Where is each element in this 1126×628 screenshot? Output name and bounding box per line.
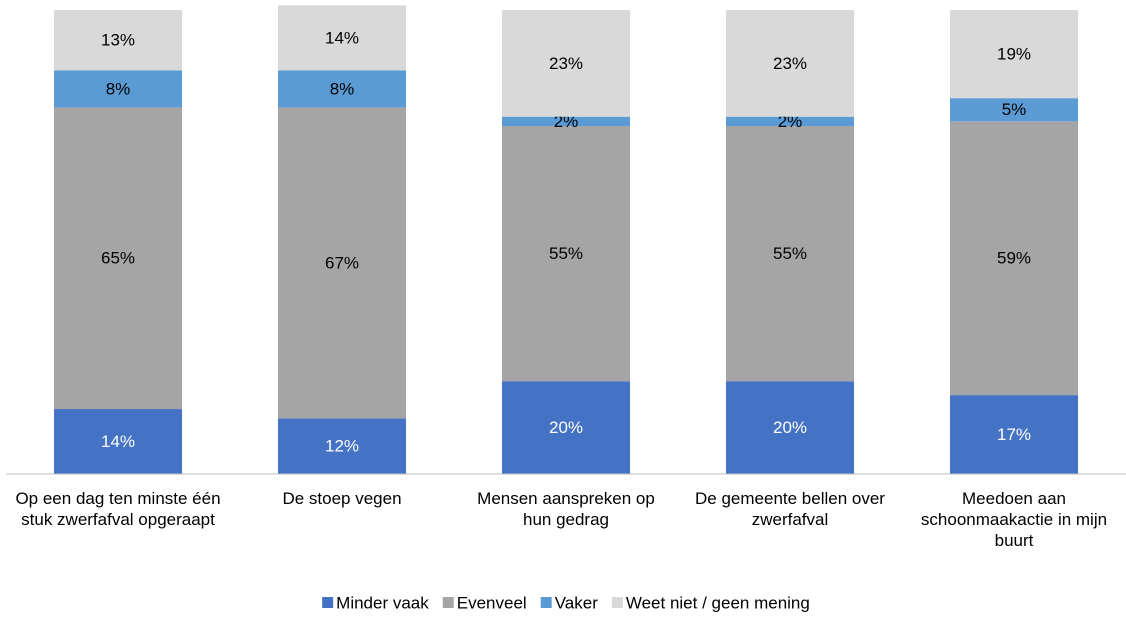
legend-swatch (442, 597, 454, 608)
x-tick-label: De stoep vegen (282, 489, 402, 508)
bar-segment (54, 10, 182, 71)
data-label: 14% (101, 432, 135, 451)
legend-label: Evenveel (457, 593, 527, 612)
bar-segment (726, 116, 854, 126)
x-tick-label: De gemeente bellen over zwerfafval (695, 489, 885, 529)
x-tick-label: Op een dag ten minste één stuk zwerfafva… (15, 489, 221, 529)
bar-segment (54, 107, 182, 410)
legend-swatch (540, 597, 552, 608)
data-label: 14% (325, 28, 359, 47)
data-label: 65% (101, 249, 135, 268)
legend-swatch (322, 597, 334, 608)
data-label: 5% (1002, 100, 1027, 119)
bar-segment (950, 395, 1078, 474)
data-label: 13% (101, 31, 135, 50)
bar-segment (502, 10, 630, 117)
data-label: 67% (325, 253, 359, 272)
data-label: 20% (773, 418, 807, 437)
bar-segment (950, 10, 1078, 99)
data-label: 12% (325, 437, 359, 456)
x-tick-label: Mensen aanspreken op hun gedrag (477, 489, 655, 529)
bar-segment (54, 409, 182, 474)
legend-label: Weet niet / geen mening (626, 593, 810, 612)
bar-segment (726, 381, 854, 474)
legend-swatch (611, 597, 623, 608)
data-label: 59% (997, 249, 1031, 268)
bar-segment (950, 121, 1078, 396)
legend-label: Vaker (555, 593, 598, 612)
data-label: 23% (549, 54, 583, 73)
bar-segment (502, 116, 630, 126)
bar-segment (278, 107, 406, 419)
data-label: 20% (549, 418, 583, 437)
data-label: 17% (997, 425, 1031, 444)
bar-segment (278, 70, 406, 108)
bar-segment (278, 5, 406, 71)
x-tick-label: Meedoen aan schoonmaakactie in mijn buur… (920, 489, 1108, 550)
data-label: 8% (106, 79, 131, 98)
bar-segment (54, 70, 182, 108)
bar-segment (726, 126, 854, 382)
bar-segment (278, 418, 406, 474)
legend-label: Minder vaak (336, 593, 429, 612)
bar-segment (726, 10, 854, 117)
data-label: 23% (773, 54, 807, 73)
data-label: 19% (997, 45, 1031, 64)
data-label: 55% (773, 244, 807, 263)
bar-segment (502, 381, 630, 474)
data-label: 55% (549, 244, 583, 263)
bar-segment (502, 126, 630, 382)
data-label: 8% (330, 79, 355, 98)
bar-segment (950, 98, 1078, 122)
